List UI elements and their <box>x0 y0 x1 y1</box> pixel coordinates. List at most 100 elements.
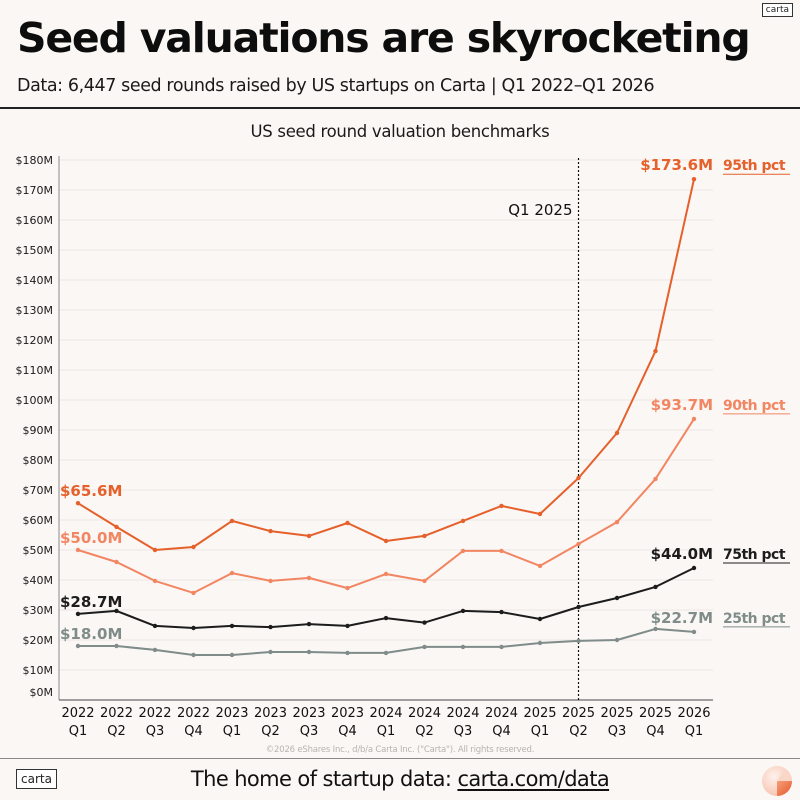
footer-tagline-text: The home of startup data: <box>190 767 458 791</box>
data-point <box>114 524 119 530</box>
y-tick-label: $40M <box>23 574 54 587</box>
data-point <box>229 623 235 629</box>
data-point <box>383 538 389 544</box>
data-point <box>614 637 620 643</box>
data-point <box>537 563 543 569</box>
end-value-label: $44.0M <box>651 545 713 563</box>
x-tick-label-quarter: Q2 <box>261 724 280 739</box>
x-tick-label-quarter: Q2 <box>107 724 126 739</box>
x-axis: 2022 Q1 2022 Q2 2022 Q3 2022 Q4 2023 Q1 2023 Q2 2023… <box>59 699 713 739</box>
x-tick-label-year: 2025 <box>523 706 556 721</box>
footer-tagline: The home of startup data: carta.com/data <box>0 767 800 791</box>
data-point <box>191 652 196 658</box>
series-name-label: 75th pct <box>723 547 786 563</box>
data-point <box>345 623 350 629</box>
data-point <box>576 638 581 644</box>
y-tick-label: $150M <box>16 244 54 257</box>
footer-divider <box>0 758 800 759</box>
y-tick-label: $60M <box>23 514 54 527</box>
y-tick-label: $130M <box>16 304 54 317</box>
y-tick-label: $30M <box>23 604 54 617</box>
data-point <box>537 616 543 622</box>
x-tick-label-quarter: Q2 <box>415 724 434 739</box>
data-point <box>499 609 504 615</box>
data-point <box>114 559 119 565</box>
x-tick-label-year: 2023 <box>215 706 248 721</box>
data-point <box>537 511 543 517</box>
start-value-label: $18.0M <box>60 625 122 643</box>
x-tick-label-year: 2022 <box>100 706 133 721</box>
data-point <box>191 625 196 631</box>
y-tick-label: $10M <box>23 664 54 677</box>
carta-logo-top: carta <box>761 3 793 17</box>
data-point <box>576 475 581 481</box>
series-line <box>77 418 695 594</box>
x-tick-label-year: 2025 <box>600 706 633 721</box>
data-point <box>460 548 466 554</box>
data-point <box>152 623 158 629</box>
data-point <box>306 649 312 655</box>
y-tick-label: $70M <box>23 484 54 497</box>
y-tick-label: $90M <box>23 424 54 437</box>
data-point <box>229 652 235 658</box>
data-point <box>75 547 81 553</box>
data-point <box>152 578 158 584</box>
data-point <box>191 544 196 550</box>
gridlines <box>59 159 713 671</box>
start-value-label: $50.0M <box>60 529 122 547</box>
data-point <box>422 620 427 625</box>
data-point <box>691 629 697 635</box>
x-tick-label-year: 2025 <box>562 706 595 721</box>
data-point <box>75 501 81 506</box>
x-tick-label-year: 2024 <box>369 706 402 721</box>
data-point <box>691 177 697 182</box>
x-tick-label-quarter: Q1 <box>531 724 550 739</box>
x-tick-label-year: 2025 <box>639 706 672 721</box>
data-point <box>499 503 504 509</box>
series-name-label: 95th pct <box>723 158 786 174</box>
x-tick-label-quarter: Q1 <box>69 724 88 739</box>
carta-logo-bottom[interactable]: carta <box>16 769 57 789</box>
start-value-label: $65.6M <box>60 482 122 500</box>
data-point <box>460 518 466 524</box>
x-tick-label-quarter: Q3 <box>146 724 165 739</box>
y-tick-label: $160M <box>16 214 54 227</box>
x-tick-label-quarter: Q3 <box>454 724 473 739</box>
data-point <box>499 644 504 650</box>
x-tick-label-year: 2024 <box>408 706 441 721</box>
data-point <box>499 548 504 554</box>
x-tick-label-year: 2022 <box>138 706 171 721</box>
y-tick-label: $0M <box>30 686 54 699</box>
x-tick-label-quarter: Q2 <box>569 724 588 739</box>
chart-title: US seed round valuation benchmarks <box>250 122 550 141</box>
data-point <box>691 416 697 422</box>
x-tick-label-quarter: Q1 <box>223 724 242 739</box>
y-tick-label: $110M <box>16 364 54 377</box>
data-point <box>460 644 466 650</box>
y-axis: $0M $10M $20M $30M $40M $50M $60M $70M $80M $90M $… <box>16 154 60 700</box>
data-point <box>383 571 389 577</box>
copyright-notice: ©2026 eShares Inc., d/b/a Carta Inc. ("C… <box>265 745 535 755</box>
series-name-label: 25th pct <box>723 611 786 627</box>
data-point <box>306 575 312 581</box>
y-tick-label: $100M <box>16 394 54 407</box>
series-name-label: 90th pct <box>723 398 786 414</box>
data-point <box>653 626 658 632</box>
data-point <box>576 541 581 547</box>
x-tick-label-quarter: Q4 <box>184 724 203 739</box>
data-point <box>345 520 350 526</box>
page-subtitle: Data: 6,447 seed rounds raised by US sta… <box>17 76 655 96</box>
data-point <box>306 621 312 627</box>
data-point <box>229 518 235 524</box>
y-tick-label: $120M <box>16 334 54 347</box>
end-value-label: $22.7M <box>651 609 713 627</box>
carta-data-link[interactable]: carta.com/data <box>457 767 610 791</box>
data-point <box>152 647 158 653</box>
end-value-label: $93.7M <box>651 396 713 414</box>
data-point <box>268 649 273 655</box>
x-tick-label-year: 2026 <box>677 706 710 721</box>
x-tick-label-quarter: Q1 <box>685 724 704 739</box>
x-tick-label-quarter: Q4 <box>492 724 511 739</box>
x-tick-label-year: 2023 <box>254 706 287 721</box>
